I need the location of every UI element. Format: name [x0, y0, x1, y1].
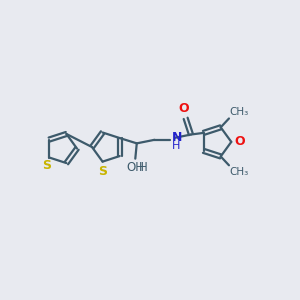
Text: CH₃: CH₃ — [230, 107, 249, 117]
Text: S: S — [98, 165, 107, 178]
Text: O: O — [179, 102, 190, 116]
Text: S: S — [42, 159, 51, 172]
Text: CH₃: CH₃ — [230, 167, 249, 177]
Text: O: O — [234, 135, 245, 148]
Text: H: H — [172, 141, 180, 151]
Text: N: N — [172, 131, 182, 144]
Text: H: H — [139, 161, 148, 174]
Text: OH: OH — [126, 161, 144, 174]
